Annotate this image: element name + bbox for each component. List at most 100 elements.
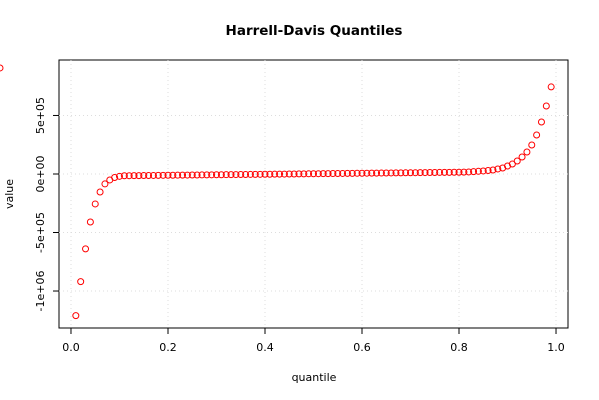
point <box>72 312 80 320</box>
point <box>159 171 167 179</box>
y-tick-label: -1e+06 <box>34 271 47 312</box>
point <box>295 170 303 178</box>
point <box>115 172 123 180</box>
point <box>300 170 308 178</box>
point <box>460 168 468 176</box>
point <box>140 172 148 180</box>
point <box>203 171 211 179</box>
point <box>343 169 351 177</box>
x-tick-label: 0.6 <box>353 341 371 354</box>
point <box>130 172 138 180</box>
point <box>431 168 439 176</box>
point <box>348 169 356 177</box>
point <box>382 169 390 177</box>
point <box>411 169 419 177</box>
point <box>242 170 250 178</box>
point <box>494 165 502 173</box>
point <box>324 170 332 178</box>
point <box>266 170 274 178</box>
point <box>402 169 410 177</box>
point <box>169 171 177 179</box>
point <box>101 180 109 188</box>
point <box>518 153 526 161</box>
point <box>198 171 206 179</box>
point <box>82 245 90 253</box>
point <box>508 160 516 168</box>
point <box>470 168 478 176</box>
point <box>533 131 541 139</box>
point <box>217 171 225 179</box>
point <box>237 171 245 179</box>
point <box>232 171 240 179</box>
x-tick-label: 0.0 <box>62 341 80 354</box>
point <box>111 173 119 181</box>
point <box>227 171 235 179</box>
point <box>208 171 216 179</box>
point <box>474 167 482 175</box>
point <box>135 172 143 180</box>
chart-title: Harrell-Davis Quantiles <box>226 23 403 39</box>
point <box>125 172 133 180</box>
point <box>149 171 157 179</box>
point <box>222 171 230 179</box>
point <box>179 171 187 179</box>
point <box>465 168 473 176</box>
point <box>528 141 536 149</box>
point <box>363 169 371 177</box>
x-axis-label: quantile <box>292 371 337 384</box>
y-tick-label: 0e+00 <box>34 155 47 192</box>
x-tick-label: 1.0 <box>547 341 565 354</box>
x-tick-label: 0.2 <box>159 341 177 354</box>
point <box>188 171 196 179</box>
point <box>416 169 424 177</box>
point <box>334 170 342 178</box>
x-tick-label: 0.4 <box>256 341 274 354</box>
point <box>450 168 458 176</box>
point <box>377 169 385 177</box>
point <box>353 169 361 177</box>
point <box>183 171 191 179</box>
point <box>547 83 555 91</box>
plot-frame <box>58 59 569 329</box>
point <box>120 172 128 180</box>
point <box>421 169 429 177</box>
point <box>280 170 288 178</box>
point <box>542 102 550 110</box>
point <box>212 171 220 179</box>
point <box>86 218 94 226</box>
point <box>373 169 381 177</box>
point <box>489 166 497 174</box>
point <box>96 188 104 196</box>
point <box>329 170 337 178</box>
point <box>261 170 269 178</box>
y-tick-label: -5e+05 <box>34 212 47 253</box>
point <box>164 171 172 179</box>
point <box>251 170 259 178</box>
point <box>314 170 322 178</box>
point <box>426 169 434 177</box>
point <box>445 168 453 176</box>
point <box>537 118 545 126</box>
point <box>0 64 4 72</box>
point <box>145 171 153 179</box>
point <box>513 157 521 165</box>
point <box>305 170 313 178</box>
point <box>154 171 162 179</box>
point <box>339 169 347 177</box>
point <box>440 168 448 176</box>
point <box>368 169 376 177</box>
point <box>285 170 293 178</box>
point <box>436 168 444 176</box>
point <box>276 170 284 178</box>
point <box>77 278 85 286</box>
y-axis-label: value <box>3 179 16 209</box>
x-tick-label: 0.8 <box>450 341 468 354</box>
point <box>407 169 415 177</box>
point <box>484 166 492 174</box>
y-tick-label: 5e+05 <box>34 97 47 134</box>
point <box>455 168 463 176</box>
point <box>193 171 201 179</box>
point <box>174 171 182 179</box>
